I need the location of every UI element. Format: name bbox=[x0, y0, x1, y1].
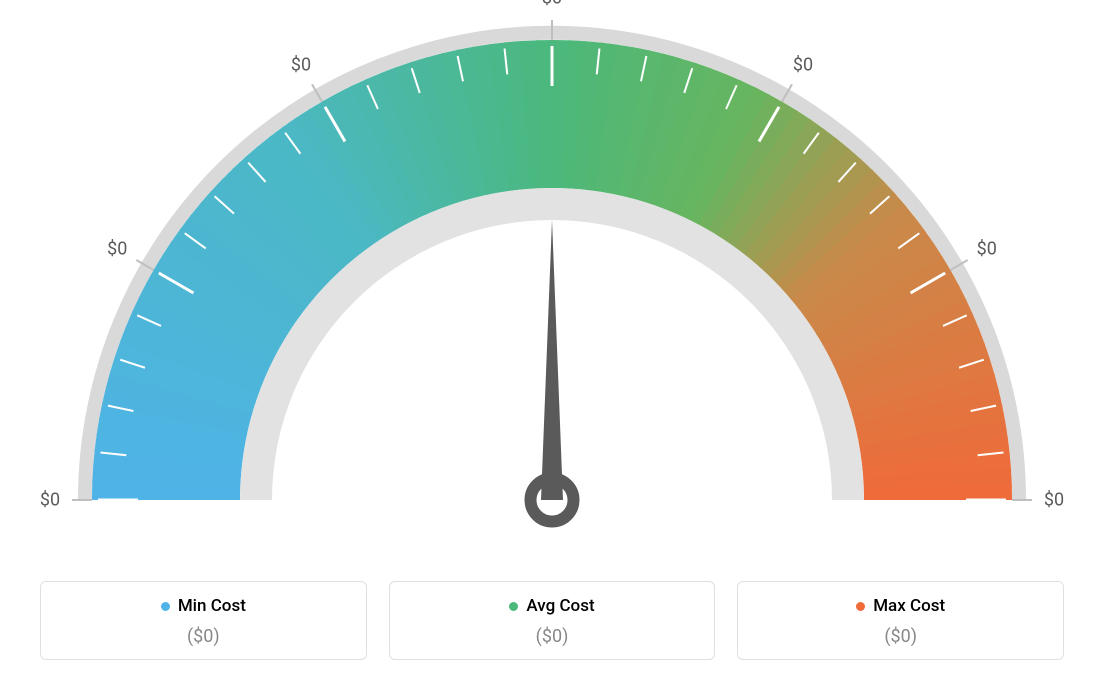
legend-label-avg: Avg Cost bbox=[526, 596, 594, 616]
legend-dot-max bbox=[856, 602, 865, 611]
gauge-tick-label: $0 bbox=[977, 239, 997, 260]
legend-dot-min bbox=[161, 602, 170, 611]
gauge-tick-label: $0 bbox=[1044, 490, 1064, 511]
gauge-tick-label: $0 bbox=[542, 0, 562, 9]
legend-value-avg: ($0) bbox=[400, 626, 705, 647]
legend-card-max: Max Cost ($0) bbox=[737, 581, 1064, 661]
legend-card-min: Min Cost ($0) bbox=[40, 581, 367, 661]
gauge-tick-label: $0 bbox=[107, 239, 127, 260]
gauge-chart: $0 $0 $0 $0 $0 $0 $0 bbox=[0, 0, 1104, 540]
legend-value-min: ($0) bbox=[51, 626, 356, 647]
legend-value-max: ($0) bbox=[748, 626, 1053, 647]
gauge-tick-label: $0 bbox=[40, 490, 60, 511]
legend-label-min: Min Cost bbox=[178, 596, 246, 616]
legend-row: Min Cost ($0) Avg Cost ($0) Max Cost ($0… bbox=[0, 581, 1104, 661]
gauge-tick-label: $0 bbox=[291, 55, 311, 76]
legend-label-max: Max Cost bbox=[873, 596, 945, 616]
gauge-tick-label: $0 bbox=[793, 55, 813, 76]
legend-dot-avg bbox=[509, 602, 518, 611]
legend-card-avg: Avg Cost ($0) bbox=[389, 581, 716, 661]
gauge-svg bbox=[0, 0, 1104, 560]
